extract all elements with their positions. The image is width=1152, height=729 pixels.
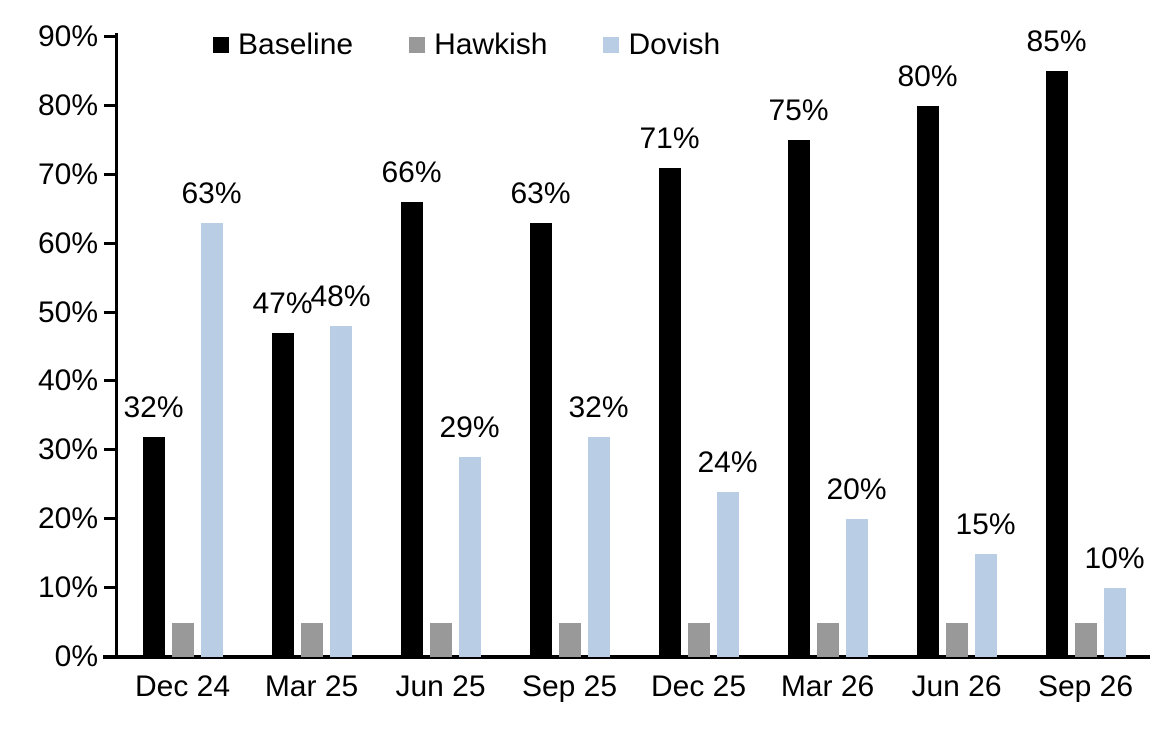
baseline-bar: 71%	[639, 122, 700, 657]
dovish-bar: 15%	[955, 508, 1016, 657]
y-tick	[104, 103, 116, 107]
bar-group: 63% 32% Sep 25	[510, 177, 629, 703]
hawkish-bar	[300, 622, 323, 657]
legend-item-hawkish: Hawkish	[409, 28, 547, 62]
legend-item-dovish: Dovish	[603, 28, 720, 62]
y-tick	[104, 655, 116, 658]
legend-label-hawkish: Hawkish	[434, 28, 548, 61]
y-tick	[104, 586, 116, 590]
dovish-bar: 10%	[1084, 542, 1145, 657]
hawkish-bar	[429, 622, 452, 657]
legend-item-baseline: Baseline	[213, 28, 353, 62]
dovish-value-label: 48%	[310, 280, 371, 314]
y-tick	[104, 310, 116, 314]
y-tick	[104, 517, 116, 521]
x-axis-category-label: Dec 25	[650, 670, 747, 703]
baseline-bar: 63%	[510, 177, 571, 657]
baseline-value-label: 63%	[510, 177, 571, 210]
dovish-bar: 32%	[568, 391, 629, 657]
dovish-bar: 48%	[310, 280, 371, 657]
baseline-value-label: 32%	[123, 390, 184, 424]
dovish-bar: 24%	[697, 446, 758, 657]
x-axis-category-label: Mar 25	[264, 670, 359, 703]
hawkish-bar	[687, 622, 710, 657]
baseline-value-label: 66%	[381, 156, 442, 190]
baseline-value-label: 75%	[768, 94, 829, 128]
x-axis-category-label: Dec 24	[134, 670, 231, 703]
y-axis-tick-label: 0%	[54, 640, 98, 673]
y-axis-tick-label: 90%	[37, 20, 98, 53]
bar-group: 32% 63% Dec 24	[123, 177, 242, 703]
baseline-value-label: 47%	[252, 287, 313, 321]
y-axis-line	[115, 33, 118, 659]
dovish-bar: 63%	[181, 177, 242, 657]
x-axis-category-label: Jun 26	[911, 670, 1002, 703]
plot-area: 32% 63% Dec 24 47% 48% Mar 25 66% 29% Jun 25 63% 3…	[118, 25, 1150, 703]
dovish-value-label: 15%	[955, 507, 1016, 541]
dovish-value-label: 63%	[181, 177, 242, 210]
y-tick	[104, 172, 116, 176]
hawkish-bar	[816, 622, 839, 657]
hawkish-swatch-icon	[409, 37, 426, 53]
legend-label-dovish: Dovish	[628, 28, 721, 61]
hawkish-bar	[171, 622, 194, 657]
baseline-bar: 47%	[252, 287, 313, 657]
x-axis-category-label: Sep 26	[1037, 670, 1134, 703]
y-axis-tick-label: 40%	[37, 364, 98, 398]
bar-group: 47% 48% Mar 25	[252, 280, 371, 703]
dovish-bar: 20%	[826, 473, 887, 657]
dovish-value-label: 32%	[568, 390, 629, 424]
bar-group: 85% 10% Sep 26	[1026, 25, 1145, 703]
y-tick	[104, 35, 116, 38]
dovish-value-label: 10%	[1084, 542, 1145, 576]
bar-group: 80% 15% Jun 26	[897, 60, 1016, 703]
x-axis-category-label: Jun 25	[395, 670, 486, 703]
legend: Baseline Hawkish Dovish	[213, 28, 720, 62]
y-tick	[104, 448, 116, 452]
bar-group: 71% 24% Dec 25	[639, 122, 758, 703]
baseline-value-label: 80%	[897, 59, 958, 93]
baseline-bar: 80%	[897, 60, 958, 657]
hawkish-bar	[558, 622, 581, 657]
baseline-value-label: 71%	[639, 121, 700, 155]
baseline-value-label: 85%	[1026, 25, 1087, 59]
hawkish-bar	[1074, 622, 1097, 657]
x-axis-line	[103, 655, 1150, 659]
baseline-bar: 85%	[1026, 25, 1087, 657]
x-axis-category-label: Mar 26	[780, 670, 875, 703]
y-tick	[104, 241, 116, 245]
y-tick	[104, 379, 116, 383]
bar-group: 75% 20% Mar 26	[768, 94, 887, 703]
y-axis-tick-label: 10%	[37, 571, 98, 605]
y-axis-tick-label: 20%	[37, 502, 98, 536]
baseline-bar: 32%	[123, 391, 184, 657]
y-axis-tick-label: 30%	[37, 433, 98, 467]
dovish-swatch-icon	[603, 37, 620, 53]
dovish-value-label: 20%	[826, 473, 887, 507]
legend-label-baseline: Baseline	[238, 28, 354, 61]
baseline-bar: 75%	[768, 94, 829, 657]
y-axis-tick-label: 50%	[37, 295, 98, 329]
hawkish-bar	[945, 622, 968, 657]
y-axis-tick-label: 70%	[37, 157, 98, 191]
dovish-value-label: 24%	[697, 445, 758, 479]
x-axis-category-label: Sep 25	[521, 670, 618, 703]
baseline-bar: 66%	[381, 156, 442, 657]
bar-group: 66% 29% Jun 25	[381, 156, 500, 703]
dovish-bar: 29%	[439, 411, 500, 657]
y-axis-tick-label: 60%	[37, 226, 98, 260]
y-axis-tick-label: 80%	[37, 88, 98, 122]
baseline-swatch-icon	[213, 37, 229, 53]
dovish-value-label: 29%	[439, 411, 500, 445]
